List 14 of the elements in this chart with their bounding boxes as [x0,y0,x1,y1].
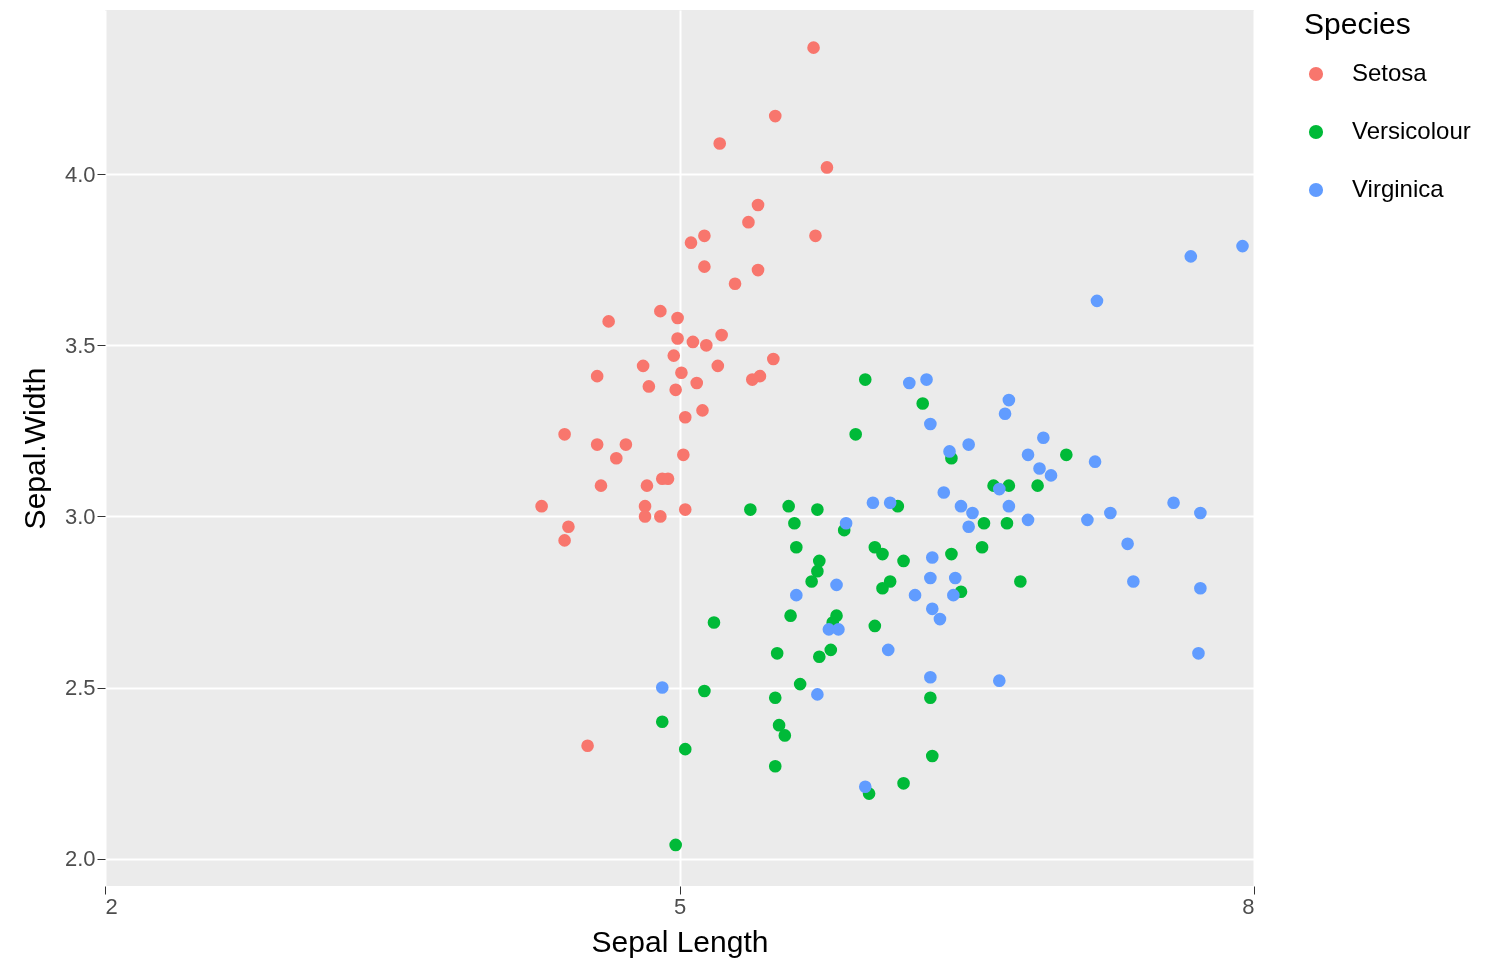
y-tick-label: 3.0 [64,503,96,529]
x-tick-label: 5 [673,893,687,919]
x-tick-label: 2 [105,893,118,919]
y-tick-label: 4.0 [64,161,96,187]
y-axis-title: Sepal.Width [17,367,51,530]
y-tick-label: 2.5 [64,675,96,701]
y-tick-label: 3.5 [64,332,96,358]
x-tick-label: 8 [1242,893,1255,919]
legend-label: Virginica [1352,175,1445,202]
legend-label: Versicolour [1352,117,1471,144]
legend-label: Setosa [1352,59,1428,86]
y-tick-label: 2.0 [64,846,96,872]
legend-title: Species [1304,7,1411,40]
x-axis-title: Sepal Length [591,924,769,958]
